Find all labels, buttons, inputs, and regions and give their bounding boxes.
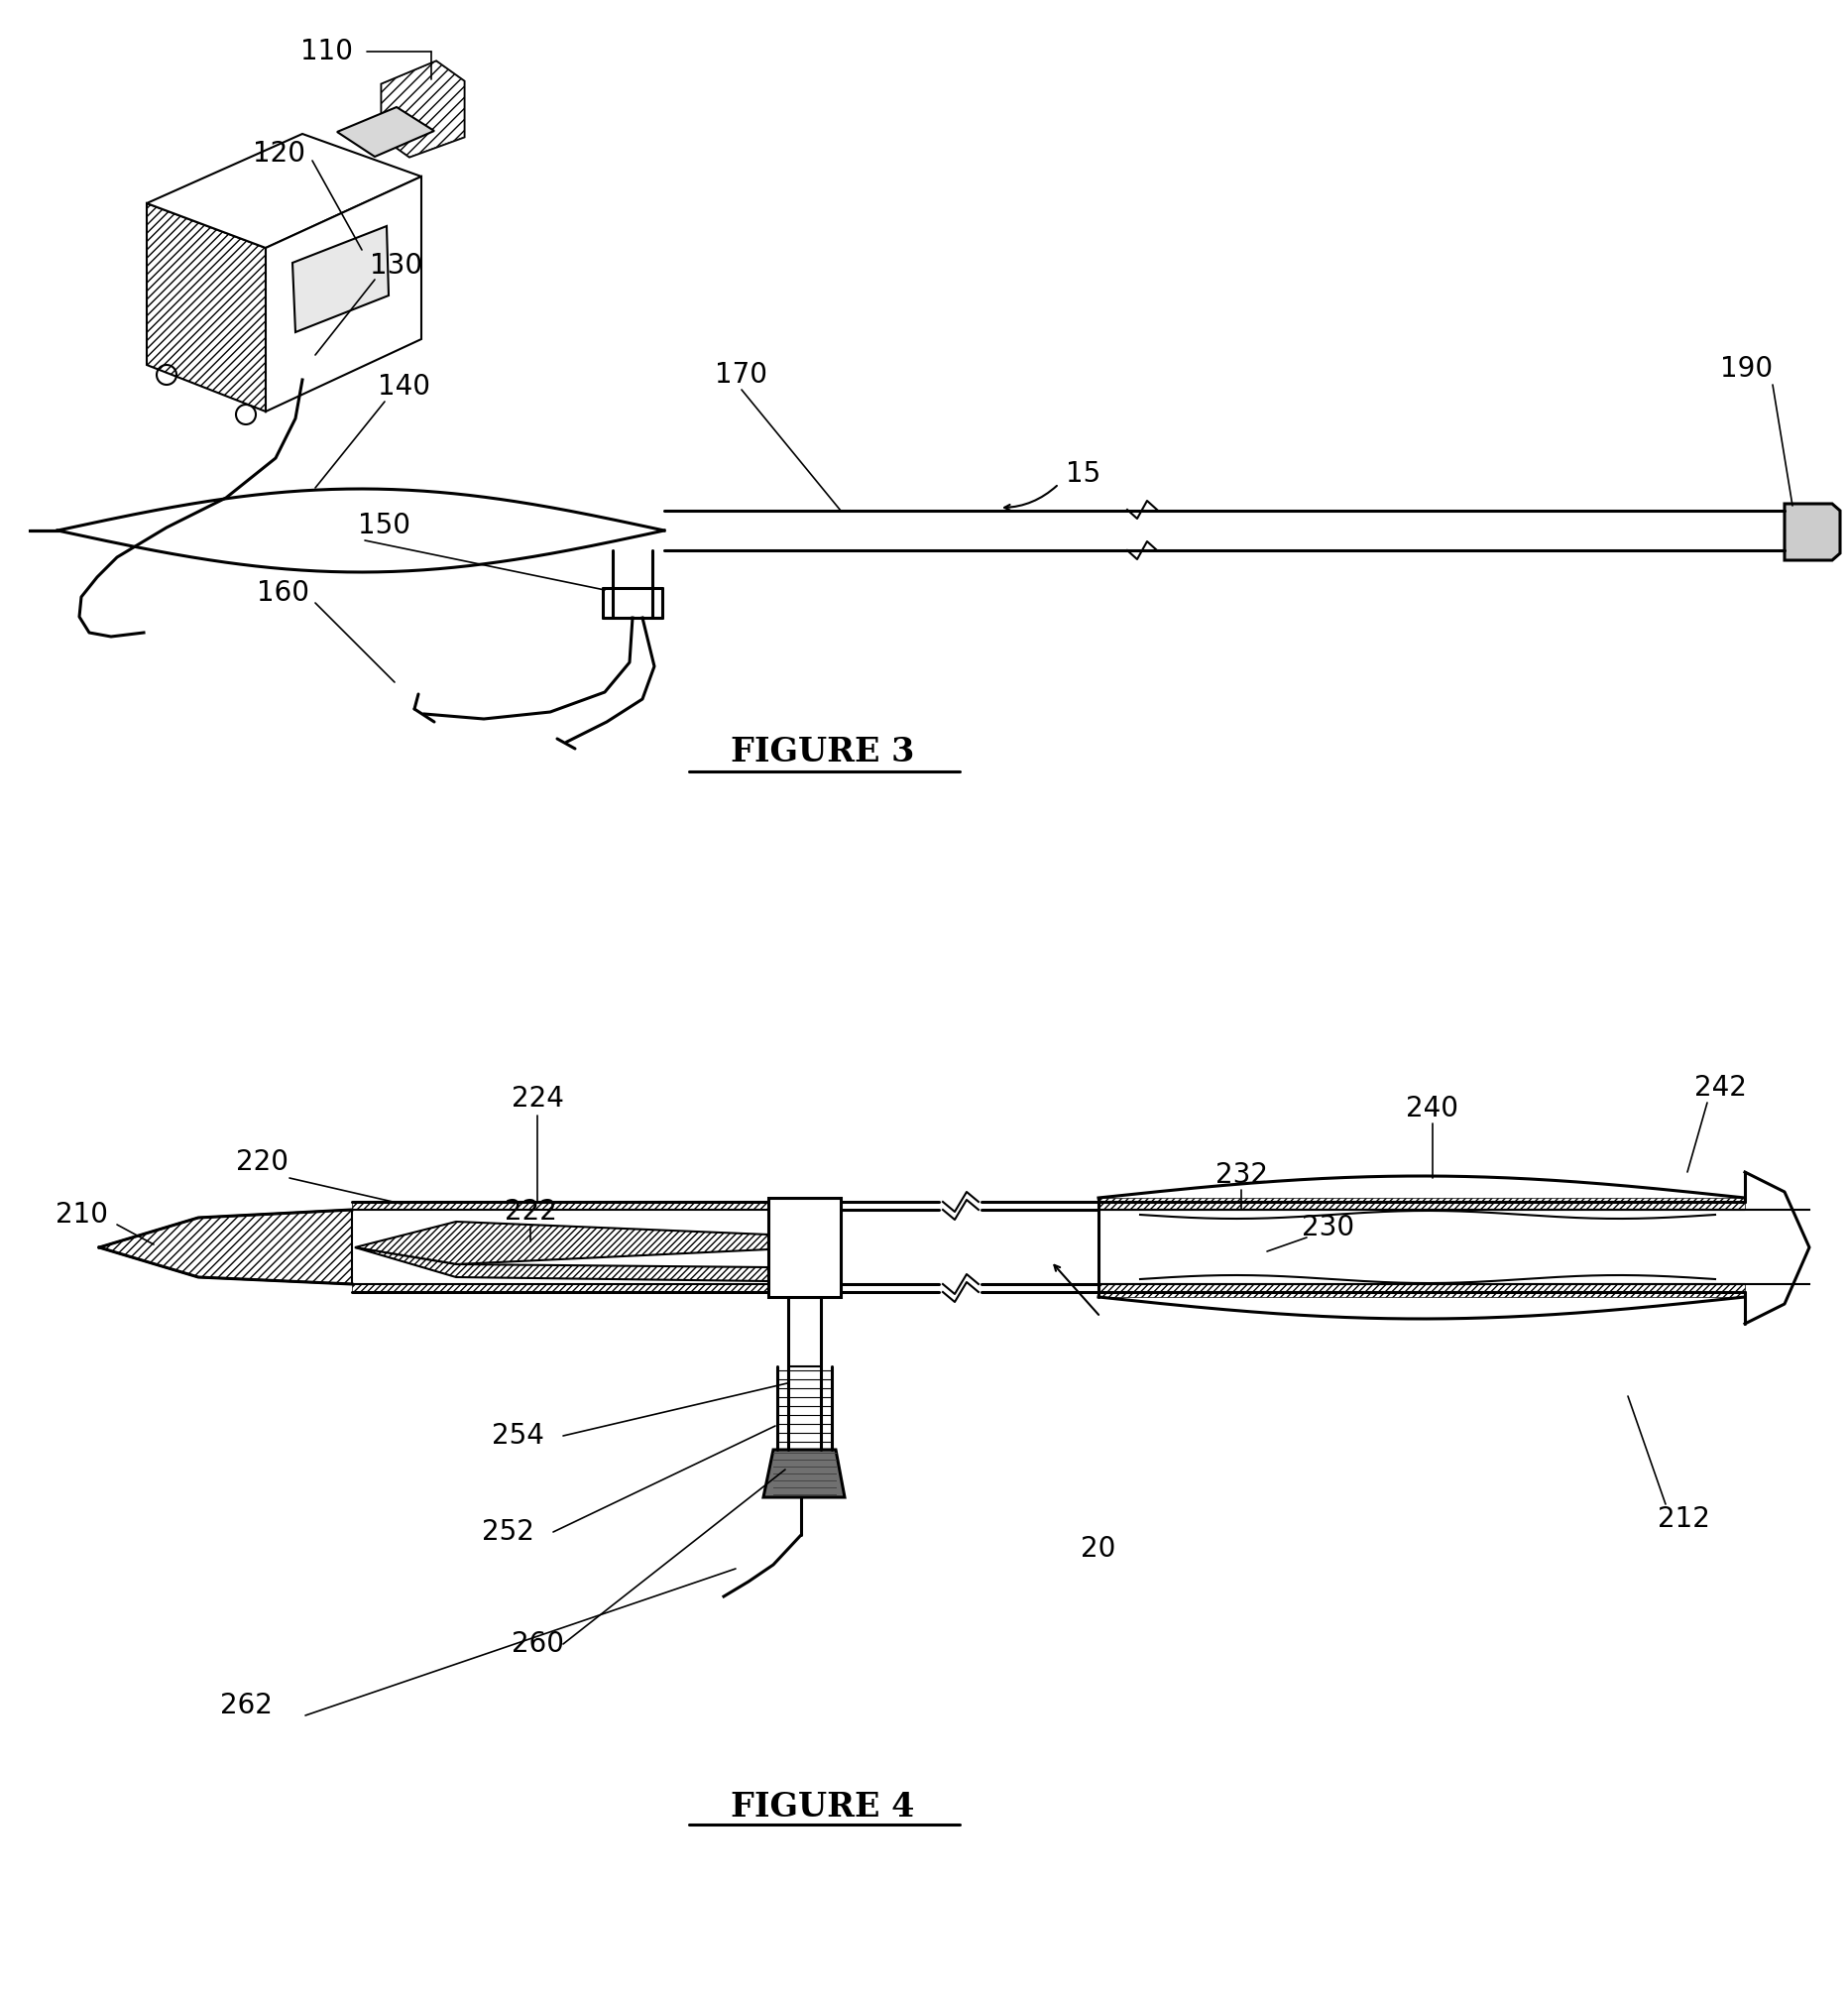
Polygon shape (1098, 1284, 1745, 1298)
Text: FIGURE 3: FIGURE 3 (732, 735, 915, 767)
Text: 222: 222 (505, 1198, 556, 1226)
Polygon shape (351, 1202, 769, 1210)
Text: 254: 254 (492, 1422, 543, 1450)
Text: 224: 224 (512, 1086, 564, 1112)
Text: 130: 130 (370, 252, 423, 280)
Polygon shape (383, 62, 464, 156)
Polygon shape (292, 226, 388, 332)
Text: 240: 240 (1406, 1096, 1458, 1122)
Polygon shape (266, 176, 421, 411)
Polygon shape (763, 1450, 845, 1498)
Text: 252: 252 (480, 1518, 534, 1546)
Text: 242: 242 (1695, 1074, 1746, 1102)
Polygon shape (100, 1210, 351, 1284)
Text: FIGURE 4: FIGURE 4 (732, 1791, 915, 1823)
Text: 220: 220 (237, 1148, 288, 1176)
Polygon shape (146, 202, 266, 411)
Text: 150: 150 (359, 511, 410, 539)
Text: 212: 212 (1658, 1504, 1709, 1532)
Polygon shape (383, 62, 464, 156)
Text: 190: 190 (1720, 355, 1774, 383)
Polygon shape (355, 1222, 769, 1264)
Text: 262: 262 (220, 1693, 272, 1719)
Polygon shape (1098, 1198, 1745, 1210)
Polygon shape (146, 134, 421, 248)
Text: 210: 210 (55, 1202, 107, 1228)
Text: 110: 110 (301, 38, 353, 66)
Text: 20: 20 (1081, 1534, 1116, 1562)
Text: 140: 140 (379, 373, 431, 401)
Polygon shape (336, 106, 434, 156)
Text: 230: 230 (1303, 1214, 1355, 1242)
Polygon shape (769, 1198, 841, 1298)
Text: 160: 160 (257, 579, 309, 607)
Polygon shape (1785, 503, 1841, 561)
Polygon shape (355, 1248, 769, 1282)
Text: 15: 15 (1066, 461, 1101, 489)
Text: 120: 120 (253, 140, 307, 168)
Polygon shape (351, 1284, 769, 1292)
Text: 170: 170 (715, 361, 769, 389)
Text: 232: 232 (1214, 1162, 1268, 1190)
Text: 260: 260 (512, 1630, 564, 1658)
